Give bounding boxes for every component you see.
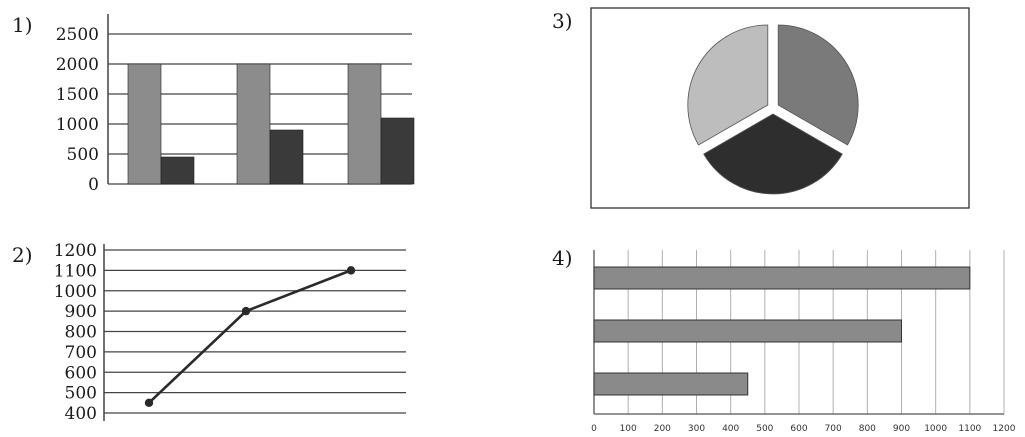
chart4-xtick-label: 1100	[958, 424, 981, 434]
chart1-bar	[160, 156, 195, 185]
chart1-bar	[236, 63, 271, 185]
chart4-bar	[593, 266, 971, 290]
chart2-ytick-label: 400	[65, 404, 97, 424]
panel-label-1: 1)	[12, 13, 33, 37]
chart4-xtick-label: 200	[654, 424, 671, 434]
chart1-ytick-label: 500	[67, 145, 99, 165]
chart4-xtick-label: 300	[688, 424, 705, 434]
chart4-xtick-label: 400	[722, 424, 739, 434]
chart3-pie-slice	[703, 113, 843, 195]
chart4-xtick-label: 0	[591, 424, 597, 434]
chart2-ytick-label: 1000	[54, 282, 97, 302]
chart2-point	[346, 266, 356, 275]
chart1-bar	[127, 63, 162, 185]
chart-1-bar: 0 500 1000 1500 2000 2500	[56, 14, 415, 195]
chart4-xtick-label: 600	[790, 424, 807, 434]
chart4-xtick-label: 1000	[924, 424, 947, 434]
chart1-bar	[269, 129, 304, 185]
chart1-ytick-label: 1000	[56, 115, 99, 135]
chart4-xtick-label: 900	[893, 424, 910, 434]
chart2-ytick-label: 500	[65, 384, 97, 404]
chart2-ytick-label: 1100	[54, 261, 97, 281]
panel-label-4: 4)	[552, 246, 573, 270]
chart4-xtick-label: 800	[859, 424, 876, 434]
chart2-point	[144, 398, 154, 408]
chart2-ytick-label: 600	[65, 363, 97, 383]
chart3-pie-slice	[687, 24, 769, 146]
panel-label-3: 3)	[552, 9, 573, 33]
chart4-bar	[593, 372, 749, 396]
chart1-bar	[380, 117, 415, 185]
chart1-ytick-label: 2000	[56, 55, 99, 75]
chart4-xtick-label: 100	[620, 424, 637, 434]
chart3-pie-slice	[777, 24, 859, 146]
chart4-xtick-label: 1200	[993, 424, 1016, 434]
chart2-ytick-label: 1200	[54, 241, 97, 261]
chart1-ytick-label: 1500	[56, 85, 99, 105]
chart1-bar	[347, 63, 382, 185]
chart4-xtick-label: 500	[756, 424, 773, 434]
chart4-bar	[593, 319, 902, 343]
chart1-ytick-label: 0	[88, 175, 99, 195]
chart-3-pie	[590, 7, 970, 209]
chart2-ytick-label: 900	[65, 302, 97, 322]
chart-4-hbar: 0 100 200 300 400 500 600 700 800 900 1000 1100 1200	[591, 250, 1016, 434]
chart2-point	[241, 306, 251, 316]
chart1-ytick-label: 2500	[56, 25, 99, 45]
chart4-xtick-label: 700	[825, 424, 842, 434]
pie-frame	[590, 7, 970, 209]
panel-label-2: 2)	[12, 243, 33, 267]
chart2-ytick-label: 800	[65, 323, 97, 343]
chart2-ytick-label: 700	[65, 343, 97, 363]
